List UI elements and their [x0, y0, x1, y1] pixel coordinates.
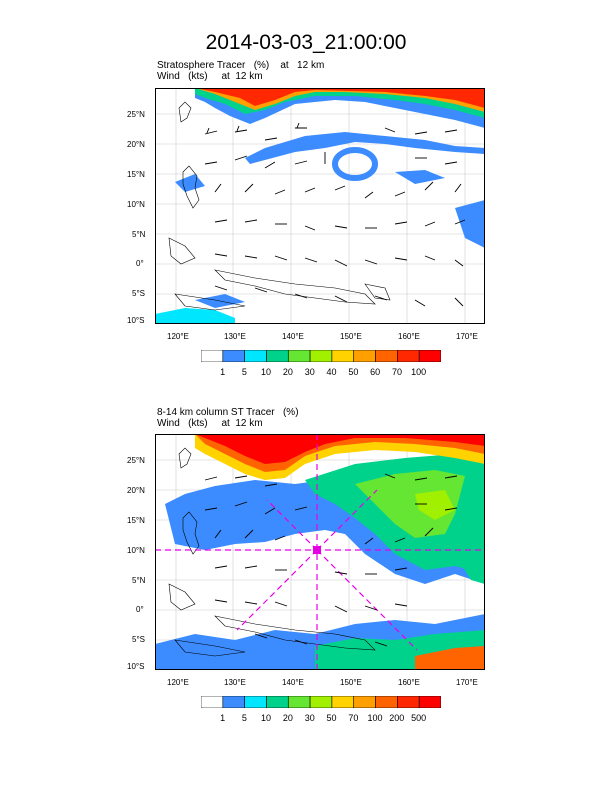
panel1-colorbar-box: [244, 350, 267, 362]
p2-lat-5n: 5°N: [132, 576, 146, 585]
panel1-map: [155, 88, 485, 324]
panel1-colorbar-box: [201, 350, 224, 362]
main-title: 2014-03-03_21:00:00: [205, 31, 407, 54]
panel1-colorbar-label: 60: [370, 367, 381, 377]
panel1-colorbar-box: [222, 350, 245, 362]
panel2-colorbar-label: 20: [282, 713, 293, 723]
panel2-colorbar-box: [287, 696, 311, 708]
p1-lat-10n: 10°N: [127, 200, 145, 209]
p1-lat-5s: 5°S: [132, 289, 145, 298]
panel2-colorbar-box: [201, 696, 224, 708]
panel2-colorbar-box: [397, 696, 420, 708]
center-marker: [313, 546, 321, 554]
panel2-colorbar-box: [266, 696, 289, 708]
panel2-colorbar-label: 70: [348, 713, 359, 723]
p1-lon-170e: 170°E: [456, 332, 478, 341]
panel2-colorbar-box: [244, 696, 267, 708]
p2-lon-140e: 140°E: [282, 678, 304, 687]
panel2-colorbar-label: 5: [241, 713, 247, 723]
panel2-colorbar-label: 100: [367, 713, 383, 723]
p2-lat-0: 0°: [136, 605, 144, 614]
panel2-colorbar-box: [418, 696, 441, 708]
panel1-colorbar-box: [397, 350, 420, 362]
panel1-colorbar-box: [418, 350, 441, 362]
panel2-colorbar: [201, 696, 441, 708]
p2-lat-20n: 20°N: [127, 486, 145, 495]
p2-lat-15n: 15°N: [127, 516, 145, 525]
panel1-colorbar-box: [375, 350, 398, 362]
panel1-colorbar-box: [331, 350, 355, 362]
p2-lat-25n: 25°N: [127, 456, 145, 465]
p1-lat-5n: 5°N: [132, 230, 146, 239]
panel1-colorbar-box: [266, 350, 289, 362]
panel2-colorbar-label: 500: [411, 713, 427, 723]
p2-lon-120e: 120°E: [167, 678, 189, 687]
p1-lon-120e: 120°E: [167, 332, 189, 341]
panel2-colorbar-box: [353, 696, 376, 708]
p1-lon-130e: 130°E: [224, 332, 246, 341]
p2-lat-5s: 5°S: [132, 635, 145, 644]
p1-lat-10s: 10°S: [127, 316, 145, 325]
panel1-colorbar: [201, 350, 441, 362]
panel1-subtitle: Wind (kts) at 12 km: [157, 71, 263, 82]
p2-lon-150e: 150°E: [340, 678, 362, 687]
p1-lat-15n: 15°N: [127, 170, 145, 179]
panel2-colorbar-box: [331, 696, 355, 708]
panel1-colorbar-label: 10: [261, 367, 272, 377]
p2-lon-170e: 170°E: [456, 678, 478, 687]
panel2-colorbar-box: [309, 696, 333, 708]
p1-lat-25n: 25°N: [127, 110, 145, 119]
panel1-colorbar-box: [353, 350, 376, 362]
panel2-map-canvas: [155, 434, 485, 670]
panel1-colorbar-label: 30: [304, 367, 315, 377]
p1-lat-20n: 20°N: [127, 140, 145, 149]
panel2-title: 8-14 km column ST Tracer (%): [157, 407, 299, 418]
panel1-colorbar-label: 20: [282, 367, 293, 377]
panel2-colorbar-label: 10: [261, 713, 272, 723]
panel1-colorbar-label: 40: [326, 367, 337, 377]
p1-lon-150e: 150°E: [340, 332, 362, 341]
p2-lon-160e: 160°E: [398, 678, 420, 687]
p2-lat-10s: 10°S: [127, 662, 145, 671]
panel1-colorbar-box: [309, 350, 333, 362]
panel2-map: [155, 434, 485, 670]
panel2-colorbar-label: 30: [304, 713, 315, 723]
panel2-subtitle: Wind (kts) at 12 km: [157, 418, 263, 429]
p2-lon-130e: 130°E: [224, 678, 246, 687]
panel1-colorbar-label: 50: [348, 367, 359, 377]
panel1-colorbar-label: 70: [391, 367, 402, 377]
panel1-colorbar-label: 100: [411, 367, 427, 377]
p1-lon-160e: 160°E: [398, 332, 420, 341]
panel1-colorbar-label: 1: [220, 367, 226, 377]
panel2-colorbar-box: [222, 696, 245, 708]
panel1-colorbar-label: 5: [241, 367, 247, 377]
panel2-colorbar-box: [375, 696, 398, 708]
panel2-colorbar-label: 1: [220, 713, 226, 723]
p2-lat-10n: 10°N: [127, 546, 145, 555]
panel1-title: Stratosphere Tracer (%) at 12 km: [157, 60, 325, 71]
panel2-colorbar-label: 200: [389, 713, 405, 723]
panel2-colorbar-label: 50: [326, 713, 337, 723]
panel1-colorbar-box: [287, 350, 311, 362]
panel1-map-canvas: [155, 88, 485, 324]
p1-lon-140e: 140°E: [282, 332, 304, 341]
p1-lat-0: 0°: [136, 259, 144, 268]
